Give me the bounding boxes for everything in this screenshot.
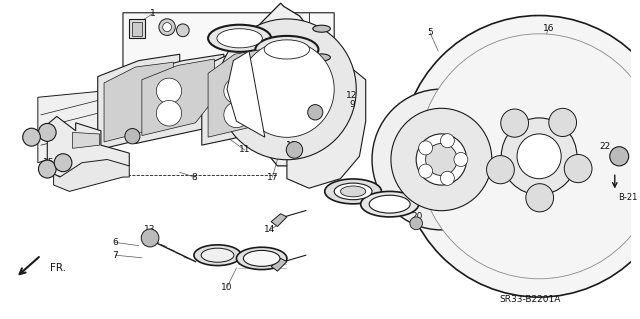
Circle shape	[177, 24, 189, 37]
Circle shape	[239, 41, 334, 137]
Circle shape	[159, 19, 175, 35]
Polygon shape	[104, 62, 173, 142]
Ellipse shape	[340, 186, 365, 197]
Circle shape	[163, 23, 172, 32]
Circle shape	[391, 108, 492, 211]
Circle shape	[410, 217, 422, 230]
Polygon shape	[72, 132, 100, 148]
Circle shape	[454, 152, 468, 167]
Text: 17: 17	[267, 173, 278, 182]
Circle shape	[440, 134, 454, 148]
Ellipse shape	[361, 191, 419, 217]
Circle shape	[141, 229, 159, 247]
Circle shape	[610, 147, 628, 166]
Text: 6: 6	[113, 238, 118, 247]
Text: 4: 4	[337, 187, 342, 196]
Ellipse shape	[194, 245, 241, 265]
Polygon shape	[54, 160, 129, 191]
Polygon shape	[136, 54, 224, 144]
Circle shape	[125, 129, 140, 144]
Polygon shape	[38, 89, 120, 163]
Text: 23: 23	[293, 37, 305, 46]
Circle shape	[156, 78, 182, 104]
Polygon shape	[227, 51, 265, 137]
Ellipse shape	[201, 248, 234, 262]
Text: 19: 19	[285, 141, 297, 150]
Text: SR33-B2201A: SR33-B2201A	[499, 295, 561, 304]
Polygon shape	[132, 22, 142, 36]
Circle shape	[526, 184, 554, 212]
Circle shape	[486, 156, 515, 184]
Text: 21: 21	[397, 198, 408, 207]
Text: 15: 15	[44, 158, 55, 167]
Ellipse shape	[208, 25, 271, 52]
Polygon shape	[271, 258, 287, 271]
Polygon shape	[129, 19, 145, 38]
Ellipse shape	[217, 29, 262, 48]
Circle shape	[308, 105, 323, 120]
Circle shape	[500, 109, 529, 137]
Text: 10: 10	[221, 283, 233, 292]
Ellipse shape	[255, 36, 319, 63]
Circle shape	[440, 171, 454, 185]
Polygon shape	[47, 116, 129, 182]
Circle shape	[286, 142, 303, 158]
Circle shape	[224, 78, 249, 104]
Polygon shape	[287, 67, 365, 188]
Circle shape	[517, 134, 561, 179]
Ellipse shape	[369, 195, 410, 213]
Ellipse shape	[264, 40, 310, 59]
Circle shape	[218, 19, 356, 160]
Circle shape	[501, 118, 577, 195]
Circle shape	[548, 108, 577, 137]
Circle shape	[419, 141, 433, 155]
Text: 18: 18	[150, 114, 162, 122]
Text: FR.: FR.	[51, 263, 67, 273]
Ellipse shape	[334, 183, 372, 200]
Text: 8: 8	[191, 173, 197, 182]
Ellipse shape	[236, 247, 287, 270]
Text: 11: 11	[239, 145, 250, 154]
Circle shape	[224, 102, 249, 128]
Text: B-21: B-21	[618, 193, 637, 202]
Text: 14: 14	[264, 225, 276, 234]
Circle shape	[564, 154, 592, 183]
Text: 7: 7	[113, 251, 118, 260]
Circle shape	[372, 89, 511, 230]
Text: 16: 16	[543, 24, 554, 33]
Text: 2: 2	[40, 130, 45, 138]
Text: 1: 1	[150, 9, 156, 18]
Circle shape	[401, 16, 640, 297]
Ellipse shape	[313, 54, 330, 61]
Text: 12: 12	[346, 91, 358, 100]
Circle shape	[22, 128, 40, 146]
Polygon shape	[246, 3, 328, 166]
Text: 22: 22	[600, 142, 611, 151]
Text: 13: 13	[144, 225, 156, 234]
Text: 5: 5	[427, 28, 433, 37]
Text: 3: 3	[21, 133, 27, 142]
Ellipse shape	[243, 250, 280, 266]
Circle shape	[156, 100, 182, 126]
Circle shape	[419, 34, 640, 279]
Circle shape	[54, 154, 72, 172]
Circle shape	[38, 123, 56, 141]
Polygon shape	[202, 41, 280, 145]
Polygon shape	[208, 48, 271, 137]
Circle shape	[426, 144, 457, 175]
Circle shape	[419, 164, 433, 178]
Ellipse shape	[313, 25, 330, 32]
Text: 20: 20	[412, 212, 423, 221]
Circle shape	[416, 134, 467, 185]
Ellipse shape	[324, 179, 381, 204]
Polygon shape	[271, 214, 287, 226]
Text: 9: 9	[349, 100, 355, 109]
Polygon shape	[142, 59, 214, 136]
Polygon shape	[98, 54, 180, 150]
Circle shape	[38, 160, 56, 178]
Polygon shape	[123, 13, 334, 102]
